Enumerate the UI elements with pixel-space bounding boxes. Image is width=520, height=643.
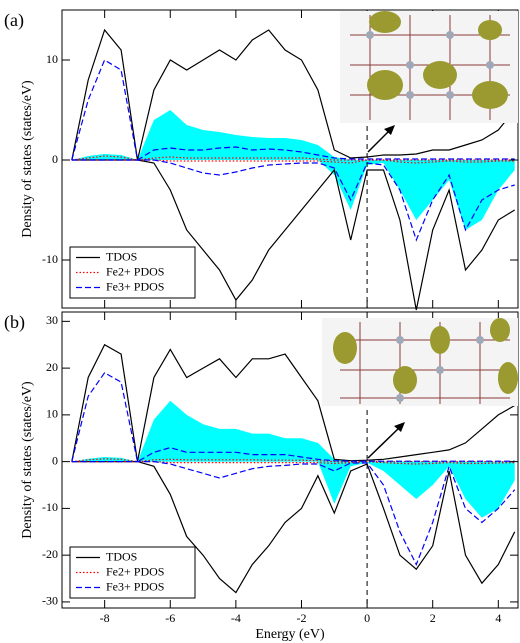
legend-label: Fe3+ PDOS — [106, 579, 164, 593]
x-tick-label: -2 — [296, 611, 306, 625]
x-tick-label: 4 — [495, 611, 501, 625]
line — [71, 343, 515, 462]
area — [71, 461, 515, 518]
legend-label: Fe3+ PDOS — [106, 279, 164, 293]
area — [71, 400, 515, 462]
x-tick-label: -4 — [231, 611, 241, 625]
x-tick-label: -6 — [165, 611, 175, 625]
plot-frame — [61, 9, 519, 309]
y-tick-label: -30 — [42, 594, 58, 608]
y-tick-label: -20 — [42, 547, 58, 561]
plot-frame — [61, 311, 519, 609]
legend-label: Fe2+ PDOS — [106, 264, 164, 278]
y-tick-label: 10 — [46, 52, 58, 66]
x-tick-label: 2 — [430, 611, 436, 625]
y-tick-label: -10 — [42, 252, 58, 266]
x-tick-label: -8 — [100, 611, 110, 625]
line — [71, 28, 516, 161]
line — [71, 159, 515, 242]
y-tick-label: 20 — [46, 360, 58, 374]
legend-label: TDOS — [106, 549, 137, 563]
line — [71, 461, 516, 566]
area — [71, 160, 515, 230]
line — [71, 155, 515, 161]
y-tick-label: 10 — [46, 407, 58, 421]
x-tick-label: 0 — [364, 611, 370, 625]
legend-label: TDOS — [106, 249, 137, 263]
y-tick-label: 0 — [52, 152, 58, 166]
panel-label: (b) — [4, 312, 25, 333]
line — [71, 461, 516, 594]
inset-a — [340, 11, 518, 123]
arrows — [367, 125, 405, 459]
line — [71, 59, 515, 161]
line — [71, 159, 516, 311]
inset-b — [322, 318, 518, 406]
area — [71, 110, 515, 160]
panel-label: (a) — [4, 10, 24, 31]
y-tick-label: -10 — [42, 500, 58, 514]
y-axis-label: Density of states (states/eV) — [20, 381, 35, 539]
legend-label: Fe2+ PDOS — [106, 564, 164, 578]
x-axis-label: Energy (eV) — [255, 627, 325, 642]
line — [71, 372, 515, 463]
y-tick-label: 0 — [52, 453, 58, 467]
y-tick-label: 30 — [46, 313, 58, 327]
panel: -10 0 10 (a) Density of states (states/eV) TD… — [4, 9, 519, 311]
line — [71, 458, 515, 463]
y-axis-label: Density of states (states/eV) — [20, 80, 35, 238]
